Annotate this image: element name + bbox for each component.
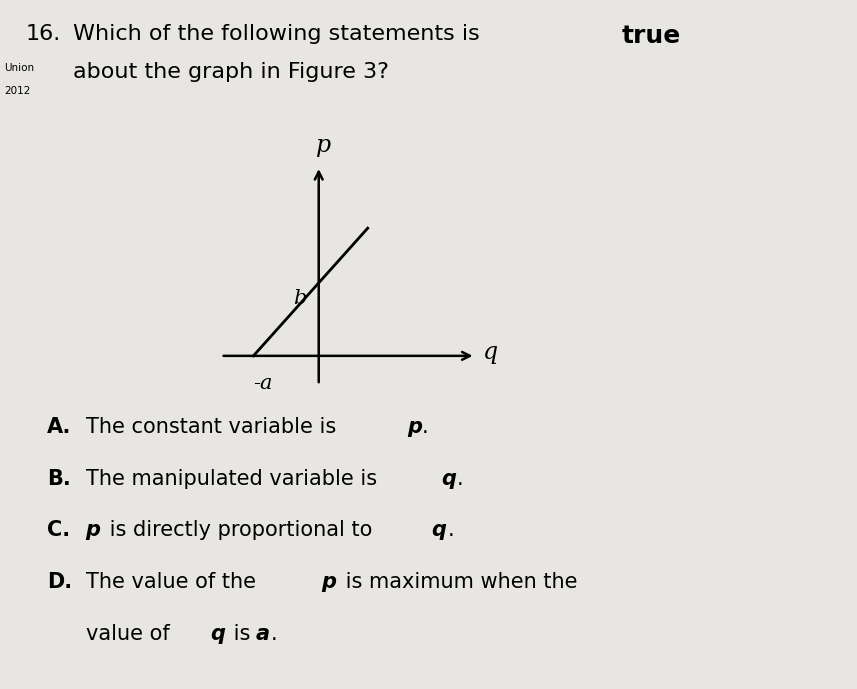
Text: The constant variable is: The constant variable is: [86, 417, 343, 437]
Text: .: .: [422, 417, 428, 437]
Text: The manipulated variable is: The manipulated variable is: [86, 469, 383, 489]
Text: q: q: [441, 469, 457, 489]
Text: C.: C.: [47, 520, 70, 540]
Text: value of: value of: [86, 624, 176, 644]
Text: Which of the following statements is: Which of the following statements is: [73, 24, 487, 44]
Text: b: b: [294, 289, 307, 309]
Text: q: q: [210, 624, 225, 644]
Text: a: a: [255, 624, 269, 644]
Text: .: .: [457, 469, 464, 489]
Text: Union: Union: [4, 63, 34, 74]
Text: p: p: [86, 520, 101, 540]
Text: is: is: [227, 624, 257, 644]
Text: about the graph in Figure 3?: about the graph in Figure 3?: [73, 62, 389, 82]
Text: .: .: [447, 520, 454, 540]
Text: p: p: [315, 134, 331, 157]
Text: p: p: [407, 417, 423, 437]
Text: 2012: 2012: [4, 86, 31, 96]
Text: -a: -a: [254, 374, 273, 393]
Text: true: true: [621, 24, 680, 48]
Text: p: p: [321, 572, 337, 592]
Text: q: q: [431, 520, 446, 540]
Text: is directly proportional to: is directly proportional to: [103, 520, 379, 540]
Text: .: .: [271, 624, 278, 644]
Text: is maximum when the: is maximum when the: [339, 572, 577, 592]
Text: q: q: [483, 340, 499, 364]
Text: A.: A.: [47, 417, 71, 437]
Text: B.: B.: [47, 469, 71, 489]
Text: 16.: 16.: [26, 24, 61, 44]
Text: The value of the: The value of the: [86, 572, 262, 592]
Text: D.: D.: [47, 572, 72, 592]
